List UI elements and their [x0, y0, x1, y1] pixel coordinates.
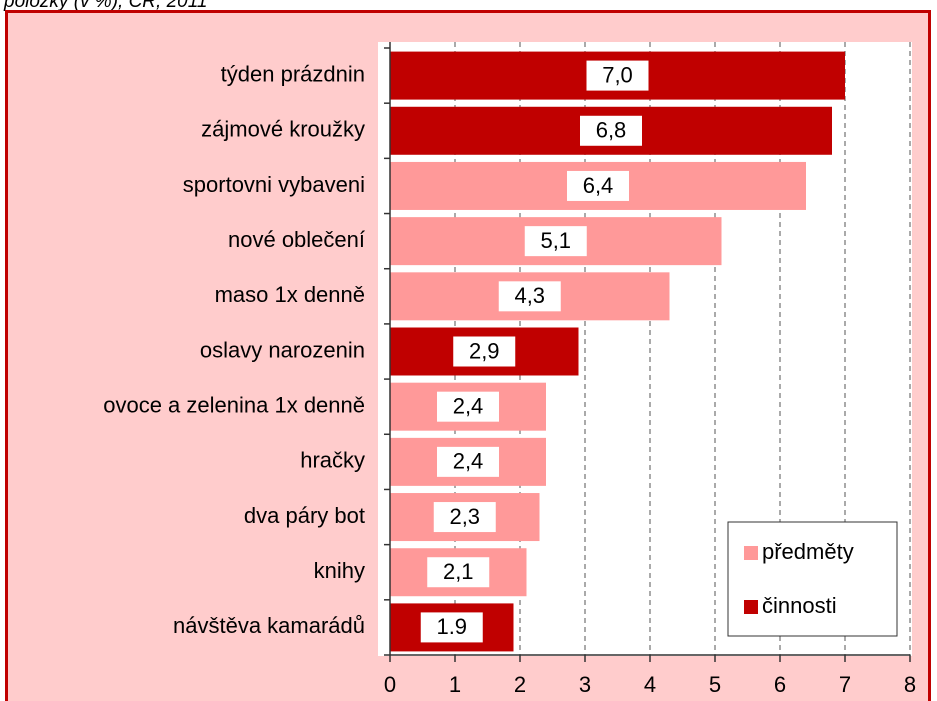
x-tick-label: 3	[579, 672, 591, 697]
value-label-box	[437, 446, 499, 477]
y-tick-label: zájmové kroužky	[201, 117, 365, 142]
value-label: 2,4	[453, 449, 484, 474]
x-tick-label: 7	[839, 672, 851, 697]
x-tick-label: 6	[774, 672, 786, 697]
x-tick-label: 0	[384, 672, 396, 697]
y-tick-label: hračky	[300, 448, 365, 473]
value-label-box	[453, 336, 516, 367]
value-label-box	[524, 226, 587, 257]
x-tick-label: 8	[904, 672, 916, 697]
value-label: 2,4	[453, 393, 484, 418]
value-label: 6,8	[596, 118, 627, 143]
y-tick-label: návštěva kamarádů	[173, 613, 365, 638]
y-tick-label: maso 1x denně	[215, 282, 365, 307]
y-tick-label: nové oblečení	[228, 227, 365, 252]
value-label: 2,1	[443, 559, 474, 584]
x-tick-label: 5	[709, 672, 721, 697]
value-label-box	[433, 502, 496, 533]
y-tick-label: sportovni vybaveni	[183, 172, 365, 197]
x-tick-label: 2	[514, 672, 526, 697]
value-label-box	[580, 115, 642, 146]
value-label: 7,0	[602, 62, 633, 87]
value-label-box	[567, 170, 629, 201]
value-label-box	[427, 557, 490, 588]
y-tick-label: dva páry bot	[244, 503, 365, 528]
legend-swatch	[744, 600, 758, 614]
legend-swatch	[744, 546, 758, 560]
value-label: 2,9	[469, 338, 500, 363]
x-tick-label: 1	[449, 672, 461, 697]
value-label: 4,3	[514, 283, 545, 308]
value-label: 2,3	[449, 504, 480, 529]
value-label: 6,4	[583, 173, 614, 198]
legend-label: činnosti	[762, 593, 837, 618]
chart-title: položky (v %), ČR, 2011	[3, 0, 207, 12]
y-tick-label: knihy	[314, 558, 365, 583]
y-tick-label: týden prázdnin	[221, 61, 365, 86]
value-label-box	[586, 60, 649, 91]
value-label-box	[437, 391, 499, 422]
value-label-box	[420, 612, 483, 643]
value-label: 5,1	[540, 228, 571, 253]
y-tick-label: oslavy narozenin	[200, 337, 365, 362]
legend-label: předměty	[762, 539, 854, 564]
y-tick-label: ovoce a zelenina 1x denně	[103, 392, 365, 417]
value-label-box	[498, 281, 561, 312]
x-tick-label: 4	[644, 672, 656, 697]
value-label: 1.9	[436, 614, 467, 639]
legend-box	[727, 521, 898, 637]
